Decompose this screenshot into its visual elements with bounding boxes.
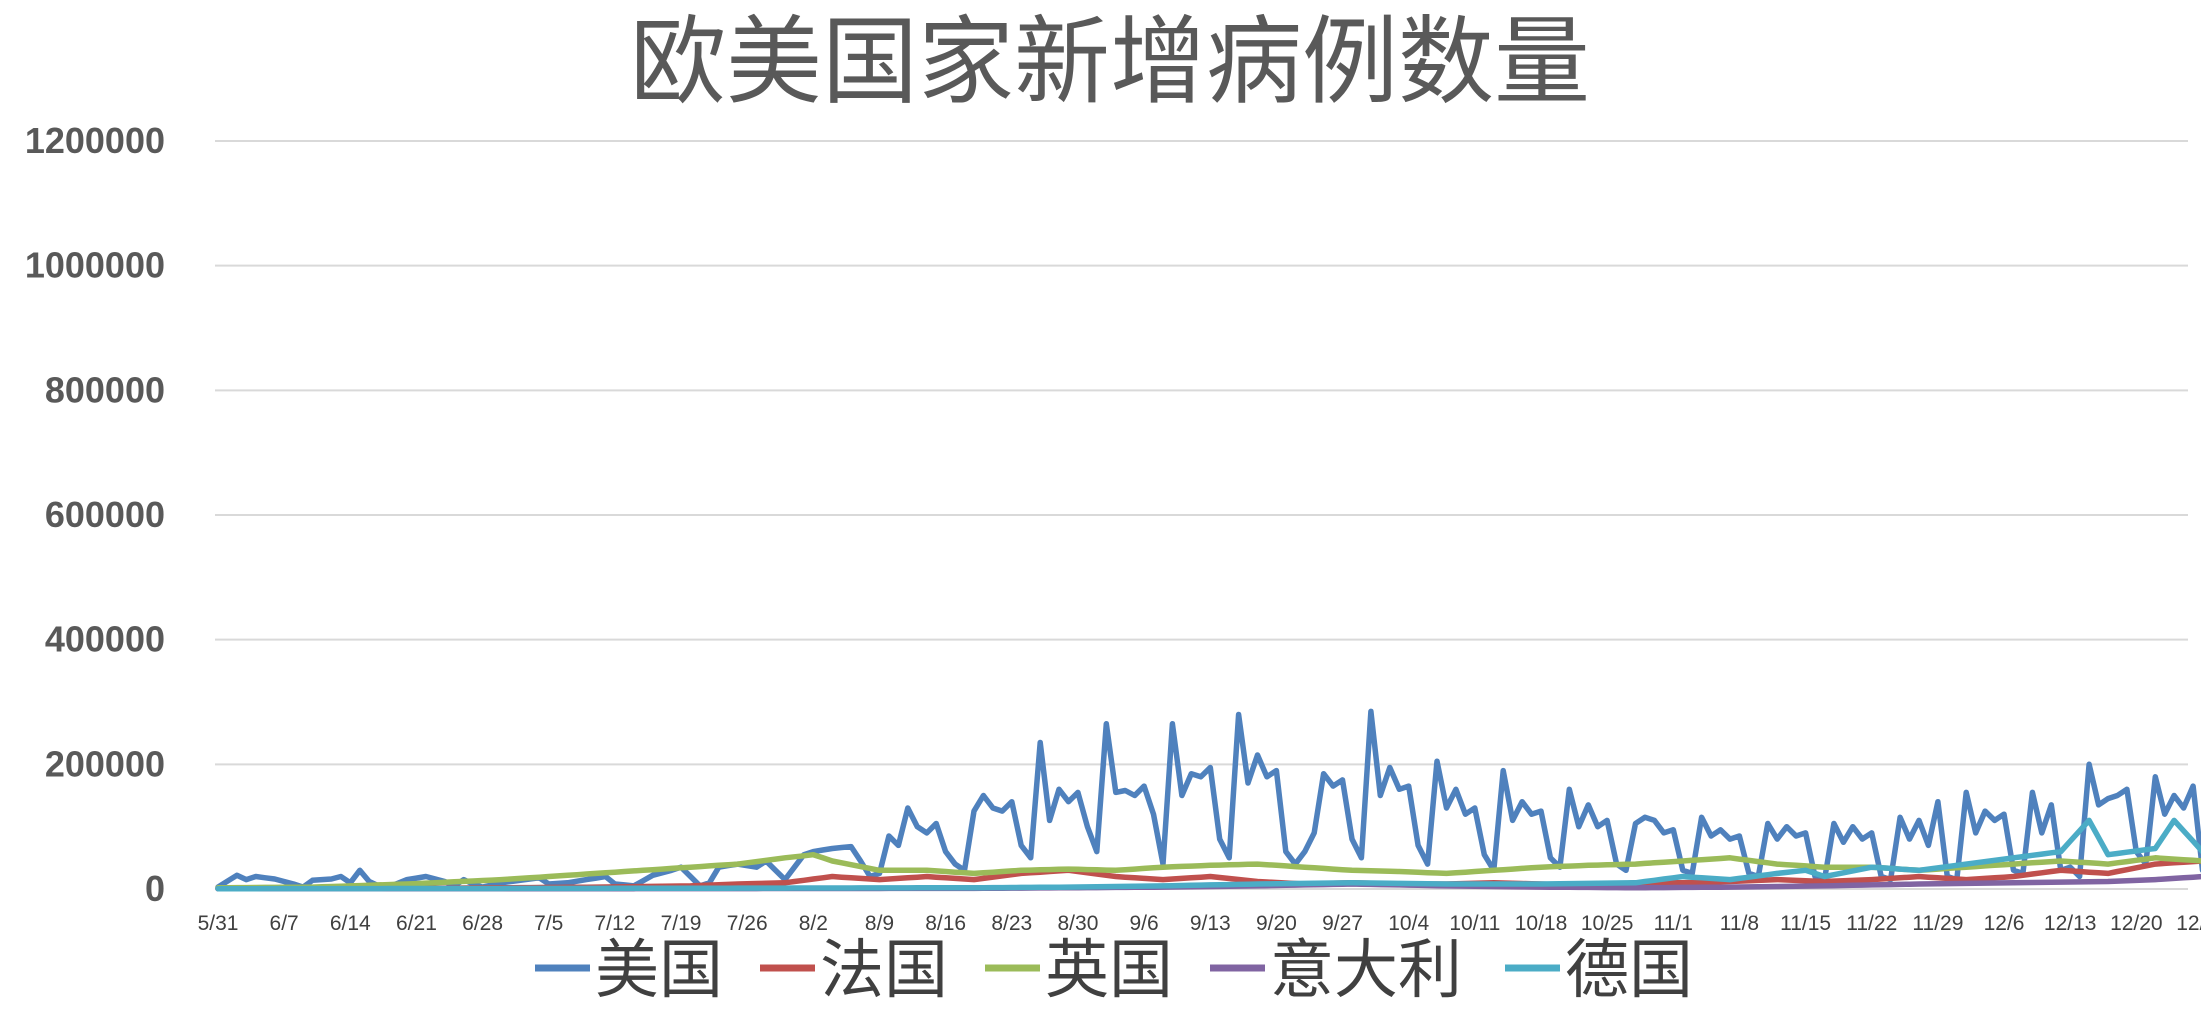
y-tick-label: 1200000 (25, 120, 165, 161)
x-tick-label: 6/28 (462, 912, 503, 935)
x-tick-label: 10/18 (1515, 912, 1568, 935)
y-tick-label: 1000000 (25, 245, 165, 286)
x-tick-label: 11/15 (1780, 912, 1831, 935)
x-tick-label: 8/2 (799, 912, 828, 935)
x-tick-label: 8/23 (991, 912, 1032, 935)
x-tick-label: 7/5 (534, 912, 563, 935)
x-tick-label: 9/20 (1256, 912, 1297, 935)
y-tick-label: 600000 (45, 494, 165, 535)
x-tick-label: 10/11 (1449, 912, 1500, 935)
x-tick-label: 8/16 (925, 912, 966, 935)
legend-label: 美国 (595, 934, 723, 1008)
series-lines (215, 708, 2201, 892)
legend: 美国 法国 英国 意大利 德国 (535, 934, 1693, 1008)
x-tick-label: 5/31 (198, 912, 239, 935)
x-tick-label: 8/30 (1058, 912, 1099, 935)
x-tick-label: 12/20 (2110, 912, 2163, 935)
x-tick-label: 9/6 (1129, 912, 1158, 935)
x-tick-label: 7/26 (727, 912, 768, 935)
x-tick-label: 8/9 (865, 912, 894, 935)
x-tick-label: 10/4 (1388, 912, 1429, 935)
y-tick-label: 800000 (45, 369, 165, 410)
x-tick-label: 11/29 (1912, 912, 1963, 935)
x-tick-label: 6/14 (330, 912, 371, 935)
legend-label: 法国 (820, 934, 948, 1008)
x-tick-label: 7/12 (594, 912, 635, 935)
x-tick-label: 10/25 (1581, 912, 1634, 935)
legend-label: 意大利 (1270, 934, 1462, 1008)
legend-label: 德国 (1565, 934, 1693, 1008)
series-line-德国 (215, 817, 2201, 892)
x-tick-label: 7/19 (661, 912, 702, 935)
x-tick-label: 9/13 (1190, 912, 1231, 935)
chart-title: 欧美国家新增病例数量 (630, 6, 1590, 118)
x-tick-label: 9/27 (1322, 912, 1363, 935)
x-tick-label: 11/1 (1654, 912, 1693, 935)
x-tick-label: 12/6 (1984, 912, 2025, 935)
x-tick-label: 12/27 (2176, 912, 2201, 935)
y-axis-ticks: 0 200000 400000 600000 800000 1000000 1200000 (25, 120, 165, 909)
x-axis-ticks: 5/31 6/7 6/14 6/21 6/28 7/5 7/12 7/19 7/26 8/2 8/9… (198, 912, 2201, 935)
x-tick-label: 6/7 (270, 912, 299, 935)
x-tick-label: 11/8 (1720, 912, 1759, 935)
series-line-法国 (215, 858, 2201, 892)
x-tick-label: 6/21 (396, 912, 437, 935)
legend-label: 英国 (1045, 934, 1173, 1008)
x-tick-label: 11/22 (1846, 912, 1897, 935)
series-line-美国 (215, 708, 2201, 890)
y-tick-label: 200000 (45, 743, 165, 784)
gridlines (215, 140, 2188, 766)
y-tick-label: 0 (145, 868, 165, 909)
y-tick-label: 400000 (45, 619, 165, 660)
series-line-英国 (215, 851, 2201, 891)
x-tick-label: 12/13 (2044, 912, 2097, 935)
